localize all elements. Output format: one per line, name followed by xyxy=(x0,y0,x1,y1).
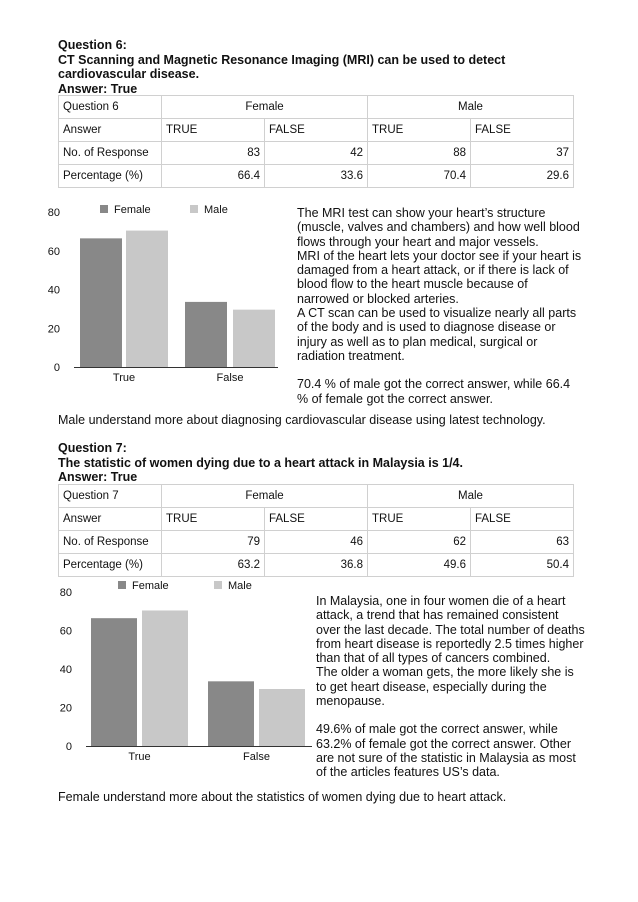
y-tick-label: 0 xyxy=(54,362,60,374)
table-row: Answer TRUE FALSE TRUE FALSE xyxy=(58,118,574,142)
row-label: Answer xyxy=(58,118,162,142)
row-label: Percentage (%) xyxy=(58,164,162,188)
question-heading: Question 7: xyxy=(58,441,127,455)
row-label: No. of Response xyxy=(58,530,162,554)
question-7-bar-chart: 0 20 40 60 80 True False Female Male xyxy=(60,580,312,763)
question-statement: CT Scanning and Magnetic Resonance Imagi… xyxy=(58,52,506,82)
x-tick-label: False xyxy=(217,372,244,384)
bar-female-false xyxy=(185,301,227,367)
value-cell: 33.6 xyxy=(264,164,368,188)
table-row: No. of Response 83 42 88 37 xyxy=(58,141,574,165)
question-answer: Answer: True xyxy=(58,81,138,96)
question-6-bar-chart: 0 20 40 60 80 True False Female Male xyxy=(48,204,278,384)
group-header-female: Female xyxy=(161,484,368,508)
y-tick-label: 60 xyxy=(60,626,72,638)
question-7-conclusion: Female understand more about the statist… xyxy=(58,790,507,804)
legend-swatch-female xyxy=(118,581,126,589)
x-tick-label: True xyxy=(113,372,135,384)
explanation-line: The older a woman gets, the more likely … xyxy=(316,665,574,709)
legend-label: Male xyxy=(228,580,252,592)
value-cell: 79 xyxy=(161,530,265,554)
table-row: Answer TRUE FALSE TRUE FALSE xyxy=(58,507,574,531)
bar-female-true xyxy=(80,238,122,367)
result-note: 49.6% of male got the correct answer, wh… xyxy=(316,722,576,780)
table-title-cell: Question 7 xyxy=(58,484,162,508)
table-title-cell: Question 6 xyxy=(58,95,162,119)
answer-cell: TRUE xyxy=(161,118,265,142)
value-cell: 62 xyxy=(367,530,471,554)
value-cell: 63 xyxy=(470,530,574,554)
row-label: Answer xyxy=(58,507,162,531)
bar-male-true xyxy=(142,610,188,746)
x-tick-label: True xyxy=(128,751,150,763)
table-row: Percentage (%) 66.4 33.6 70.4 29.6 xyxy=(58,164,574,188)
legend-label: Female xyxy=(132,580,169,592)
y-tick-label: 40 xyxy=(48,285,60,297)
answer-cell: TRUE xyxy=(367,118,471,142)
bar-female-false xyxy=(208,681,254,746)
explanation-line: The MRI test can show your heart’s struc… xyxy=(297,206,580,249)
y-tick-label: 80 xyxy=(48,207,60,219)
value-cell: 42 xyxy=(264,141,368,165)
answer-cell: FALSE xyxy=(264,507,368,531)
value-cell: 66.4 xyxy=(161,164,265,188)
y-tick-label: 80 xyxy=(60,587,72,599)
row-label: No. of Response xyxy=(58,141,162,165)
y-tick-label: 60 xyxy=(48,246,60,258)
group-header-male: Male xyxy=(367,95,574,119)
answer-cell: FALSE xyxy=(264,118,368,142)
question-6-explanation: The MRI test can show your heart’s struc… xyxy=(297,206,583,406)
y-tick-label: 40 xyxy=(60,664,72,676)
question-6-table: Question 6 Female Male Answer TRUE FALSE… xyxy=(58,95,574,188)
y-tick-label: 20 xyxy=(48,323,60,335)
value-cell: 29.6 xyxy=(470,164,574,188)
question-7-explanation: In Malaysia, one in four women die of a … xyxy=(316,594,586,780)
group-header-male: Male xyxy=(367,484,574,508)
value-cell: 46 xyxy=(264,530,368,554)
question-heading: Question 6: xyxy=(58,38,127,52)
question-answer: Answer: True xyxy=(58,470,138,484)
question-statement: The statistic of women dying due to a he… xyxy=(58,455,463,470)
value-cell: 83 xyxy=(161,141,265,165)
y-tick-label: 0 xyxy=(66,741,72,753)
legend-swatch-female xyxy=(100,205,108,213)
row-label: Percentage (%) xyxy=(58,553,162,577)
value-cell: 36.8 xyxy=(264,553,368,577)
answer-cell: FALSE xyxy=(470,118,574,142)
answer-cell: TRUE xyxy=(161,507,265,531)
x-tick-label: False xyxy=(243,751,270,763)
bar-male-false xyxy=(233,309,275,367)
explanation-line: MRI of the heart lets your doctor see if… xyxy=(297,248,582,306)
question-7-table: Question 7 Female Male Answer TRUE FALSE… xyxy=(58,484,574,577)
legend-swatch-male xyxy=(190,205,198,213)
group-header-female: Female xyxy=(161,95,368,119)
value-cell: 37 xyxy=(470,141,574,165)
value-cell: 88 xyxy=(367,141,471,165)
explanation-line: A CT scan can be used to visualize nearl… xyxy=(297,306,577,363)
answer-cell: TRUE xyxy=(367,507,471,531)
table-row: No. of Response 79 46 62 63 xyxy=(58,530,574,554)
y-tick-label: 20 xyxy=(60,703,72,715)
bar-male-false xyxy=(259,689,305,746)
value-cell: 63.2 xyxy=(161,553,265,577)
legend-label: Male xyxy=(204,204,228,216)
legend-label: Female xyxy=(114,204,151,216)
legend-swatch-male xyxy=(214,581,222,589)
question-7-header: Question 7: The statistic of women dying… xyxy=(58,441,583,485)
bar-female-true xyxy=(91,618,137,746)
value-cell: 70.4 xyxy=(367,164,471,188)
question-6-conclusion: Male understand more about diagnosing ca… xyxy=(58,413,546,427)
table-row: Question 6 Female Male xyxy=(58,95,574,119)
question-6-header: Question 6: CT Scanning and Magnetic Res… xyxy=(58,38,583,96)
table-row: Question 7 Female Male xyxy=(58,484,574,508)
explanation-line: In Malaysia, one in four women die of a … xyxy=(316,594,585,666)
value-cell: 50.4 xyxy=(470,553,574,577)
result-note: 70.4 % of male got the correct answer, w… xyxy=(297,377,571,406)
table-row: Percentage (%) 63.2 36.8 49.6 50.4 xyxy=(58,553,574,577)
value-cell: 49.6 xyxy=(367,553,471,577)
answer-cell: FALSE xyxy=(470,507,574,531)
bar-male-true xyxy=(126,230,168,367)
